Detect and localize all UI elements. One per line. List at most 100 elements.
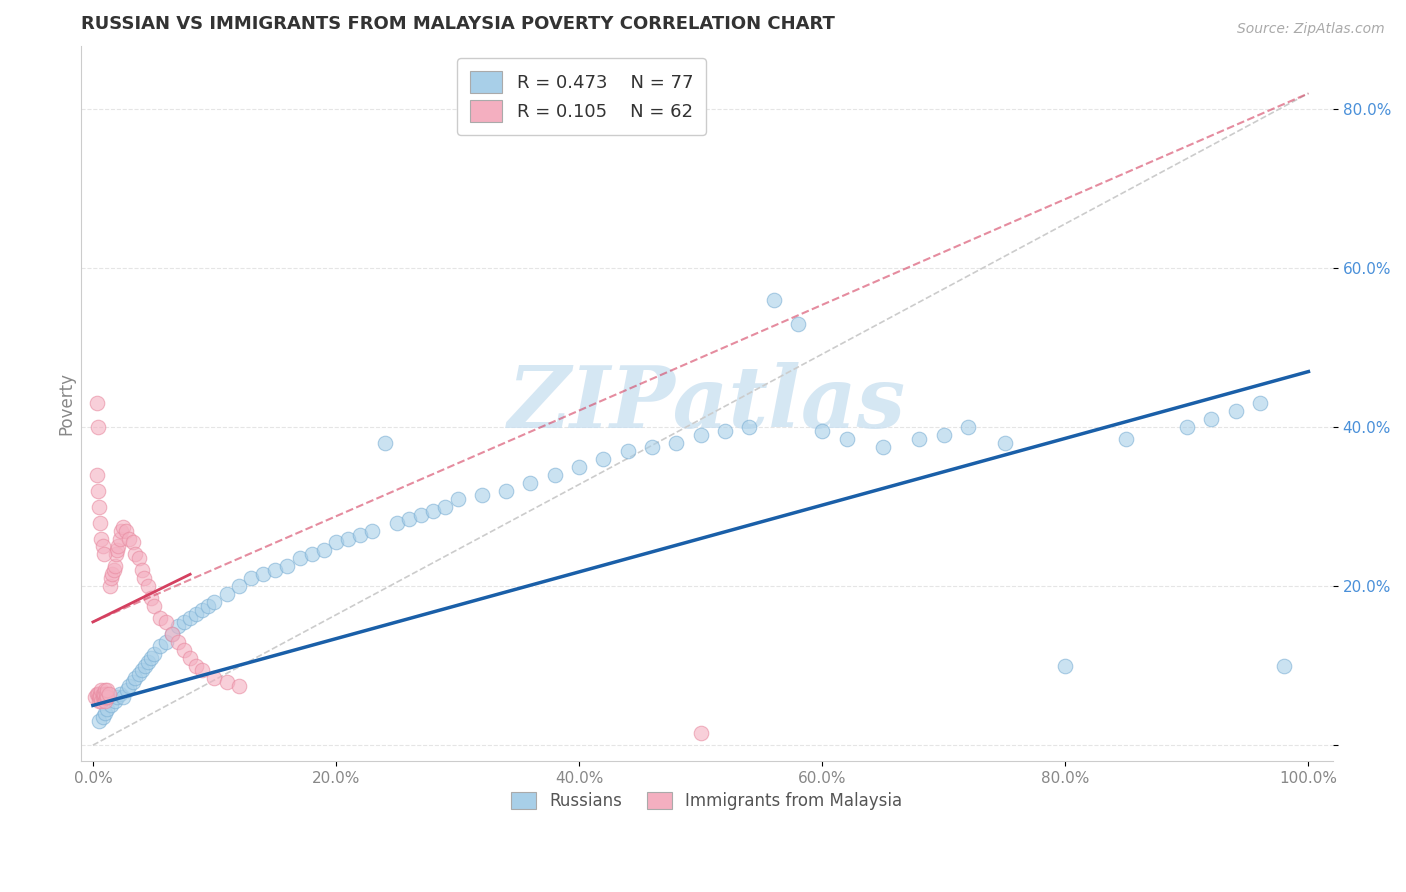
Point [91, 540, 114, 554]
Point [87, 500, 110, 514]
Point [128, 551, 150, 566]
Point [91, 710, 114, 724]
Point [385, 516, 408, 530]
Point [87, 483, 110, 498]
Point [276, 559, 298, 574]
Text: Source: ZipAtlas.com: Source: ZipAtlas.com [1237, 22, 1385, 37]
Point [173, 642, 195, 657]
Point [409, 508, 432, 522]
Point [94, 694, 117, 708]
Point [155, 615, 177, 629]
Point [90, 682, 112, 697]
Point [93, 690, 115, 705]
Point [1054, 658, 1077, 673]
Point [87, 690, 110, 705]
Point [122, 674, 145, 689]
Point [191, 663, 214, 677]
Point [84, 690, 107, 705]
Point [872, 440, 894, 454]
Point [86, 467, 108, 482]
Point [89, 686, 111, 700]
Point [101, 567, 124, 582]
Point [149, 611, 172, 625]
Point [422, 504, 444, 518]
Point [108, 532, 131, 546]
Point [87, 420, 110, 434]
Point [337, 532, 360, 546]
Point [288, 551, 311, 566]
Point [361, 524, 384, 538]
Point [97, 686, 120, 700]
Point [134, 658, 156, 673]
Point [118, 679, 141, 693]
Point [1175, 420, 1198, 434]
Point [132, 571, 155, 585]
Point [94, 706, 117, 721]
Point [325, 535, 347, 549]
Point [264, 563, 287, 577]
Point [160, 627, 183, 641]
Point [136, 579, 159, 593]
Point [160, 627, 183, 641]
Point [179, 611, 201, 625]
Point [118, 532, 141, 546]
Point [173, 615, 195, 629]
Point [104, 548, 127, 562]
Point [186, 658, 208, 673]
Point [616, 444, 638, 458]
Point [142, 647, 165, 661]
Point [519, 475, 541, 490]
Point [835, 432, 858, 446]
Point [215, 674, 238, 689]
Point [167, 635, 190, 649]
Point [96, 702, 118, 716]
Point [398, 511, 420, 525]
Point [124, 671, 146, 685]
Point [312, 543, 335, 558]
Point [87, 694, 110, 708]
Point [228, 679, 250, 693]
Point [993, 436, 1015, 450]
Point [349, 527, 371, 541]
Text: ZIPatlas: ZIPatlas [508, 361, 905, 445]
Point [136, 655, 159, 669]
Point [228, 579, 250, 593]
Point [131, 663, 153, 677]
Point [495, 483, 517, 498]
Point [204, 671, 226, 685]
Point [89, 516, 111, 530]
Point [90, 694, 112, 708]
Point [98, 579, 121, 593]
Point [374, 436, 396, 450]
Point [122, 535, 145, 549]
Point [1199, 412, 1222, 426]
Point [434, 500, 457, 514]
Point [592, 452, 614, 467]
Point [128, 666, 150, 681]
Point [641, 440, 664, 454]
Point [141, 650, 163, 665]
Point [811, 424, 834, 438]
Point [215, 587, 238, 601]
Text: RUSSIAN VS IMMIGRANTS FROM MALAYSIA POVERTY CORRELATION CHART: RUSSIAN VS IMMIGRANTS FROM MALAYSIA POVE… [80, 15, 835, 33]
Point [239, 571, 262, 585]
Point [186, 607, 208, 621]
Point [96, 686, 118, 700]
Point [124, 548, 146, 562]
Legend: Russians, Immigrants from Malaysia: Russians, Immigrants from Malaysia [505, 786, 910, 817]
Point [93, 686, 115, 700]
Point [115, 682, 138, 697]
Point [301, 548, 323, 562]
Point [96, 682, 118, 697]
Point [94, 682, 117, 697]
Point [252, 567, 274, 582]
Point [179, 650, 201, 665]
Point [471, 488, 494, 502]
Point [86, 686, 108, 700]
Point [446, 491, 468, 506]
Point [100, 571, 122, 585]
Point [155, 635, 177, 649]
Point [568, 460, 591, 475]
Point [787, 317, 810, 331]
Point [86, 396, 108, 410]
